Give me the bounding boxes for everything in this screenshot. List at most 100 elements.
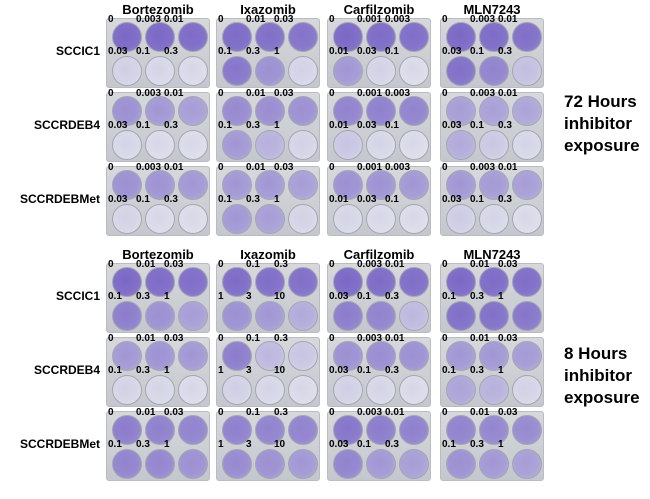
concentration-label: 0.03 (274, 162, 294, 173)
drug-label: Ixazomib (240, 2, 296, 17)
concentration-label: 0.03 (108, 194, 128, 205)
concentration-label: 0.01 (470, 333, 490, 344)
culture-well (479, 56, 509, 86)
drug-label: Bortezomib (122, 247, 194, 262)
culture-well (512, 375, 542, 405)
culture-well (178, 170, 208, 200)
drug-label: Ixazomib (240, 247, 296, 262)
culture-well (399, 96, 429, 126)
concentration-label: 0.003 (357, 259, 383, 270)
culture-well (288, 130, 318, 160)
concentration-label: 1 (218, 291, 224, 302)
culture-well (512, 301, 542, 331)
concentration-label: 1 (498, 291, 504, 302)
culture-well (288, 341, 318, 371)
concentration-label: 0.003 (136, 88, 162, 99)
culture-plate (327, 411, 431, 481)
concentration-label: 0.003 (357, 333, 383, 344)
concentration-label: 0.01 (246, 162, 266, 173)
culture-well (399, 56, 429, 86)
culture-well (479, 375, 509, 405)
culture-well (446, 415, 476, 445)
culture-well (366, 22, 396, 52)
concentration-label: 0.3 (498, 194, 512, 205)
concentration-label: 0.001 (357, 88, 383, 99)
culture-well (512, 341, 542, 371)
culture-well (145, 375, 175, 405)
concentration-label: 0.003 (357, 407, 383, 418)
cell-line-label: SCCRDEB4 (33, 118, 100, 132)
culture-well (222, 130, 252, 160)
culture-plate (216, 92, 320, 162)
concentration-label: 0 (329, 259, 335, 270)
culture-well (333, 204, 363, 234)
culture-well (399, 341, 429, 371)
concentration-label: 0.1 (470, 120, 484, 131)
concentration-label: 0.3 (470, 439, 484, 450)
exposure-label-line: exposure (564, 388, 640, 407)
concentration-label: 0.03 (274, 14, 294, 25)
culture-well (255, 301, 285, 331)
concentration-label: 0.03 (442, 120, 462, 131)
culture-well (366, 341, 396, 371)
culture-well (178, 267, 208, 297)
culture-well (399, 204, 429, 234)
culture-well (112, 341, 142, 371)
culture-plate (216, 263, 320, 333)
concentration-label: 0.03 (329, 365, 349, 376)
culture-well (145, 96, 175, 126)
concentration-label: 0.3 (498, 120, 512, 131)
culture-plate (216, 337, 320, 407)
concentration-label: 0.003 (470, 88, 496, 99)
culture-well (512, 267, 542, 297)
concentration-label: 0 (329, 333, 335, 344)
exposure-label-line: inhibitor (564, 366, 632, 385)
culture-well (399, 301, 429, 331)
concentration-label: 0 (108, 88, 114, 99)
cell-line-label: SCCRDEBMet (19, 437, 100, 451)
culture-well (255, 22, 285, 52)
concentration-label: 0.3 (136, 365, 150, 376)
concentration-label: 0.3 (385, 365, 399, 376)
culture-well (112, 170, 142, 200)
concentration-label: 0.1 (218, 194, 232, 205)
concentration-label: 0.03 (329, 291, 349, 302)
concentration-label: 3 (246, 365, 252, 376)
concentration-label: 1 (218, 365, 224, 376)
concentration-label: 0.003 (470, 14, 496, 25)
concentration-label: 0.03 (329, 439, 349, 450)
culture-well (288, 170, 318, 200)
concentration-label: 0.003 (470, 162, 496, 173)
concentration-label: 0 (218, 333, 224, 344)
concentration-label: 0.3 (470, 291, 484, 302)
concentration-label: 0 (218, 407, 224, 418)
culture-plate (327, 92, 431, 162)
concentration-label: 10 (274, 365, 286, 376)
culture-well (288, 267, 318, 297)
culture-well (222, 375, 252, 405)
culture-well (512, 96, 542, 126)
concentration-label: 0.1 (136, 46, 150, 57)
culture-well (333, 56, 363, 86)
concentration-label: 0 (108, 259, 114, 270)
concentration-label: 0.1 (108, 365, 122, 376)
concentration-label: 0.03 (274, 88, 294, 99)
culture-plate (327, 337, 431, 407)
concentration-label: 0.3 (164, 120, 178, 131)
culture-well (399, 267, 429, 297)
concentration-label: 0.01 (498, 88, 518, 99)
concentration-label: 0.3 (385, 439, 399, 450)
culture-well (222, 170, 252, 200)
concentration-label: 0.003 (385, 88, 411, 99)
culture-well (366, 170, 396, 200)
concentration-label: 0.03 (108, 120, 128, 131)
concentration-label: 0.1 (357, 291, 371, 302)
culture-well (512, 170, 542, 200)
culture-plate (327, 18, 431, 88)
culture-well (512, 56, 542, 86)
culture-plate (106, 166, 210, 236)
concentration-label: 0 (108, 162, 114, 173)
culture-well (255, 449, 285, 479)
concentration-label: 0.1 (218, 46, 232, 57)
cell-line-label: SCCRDEB4 (33, 363, 100, 377)
